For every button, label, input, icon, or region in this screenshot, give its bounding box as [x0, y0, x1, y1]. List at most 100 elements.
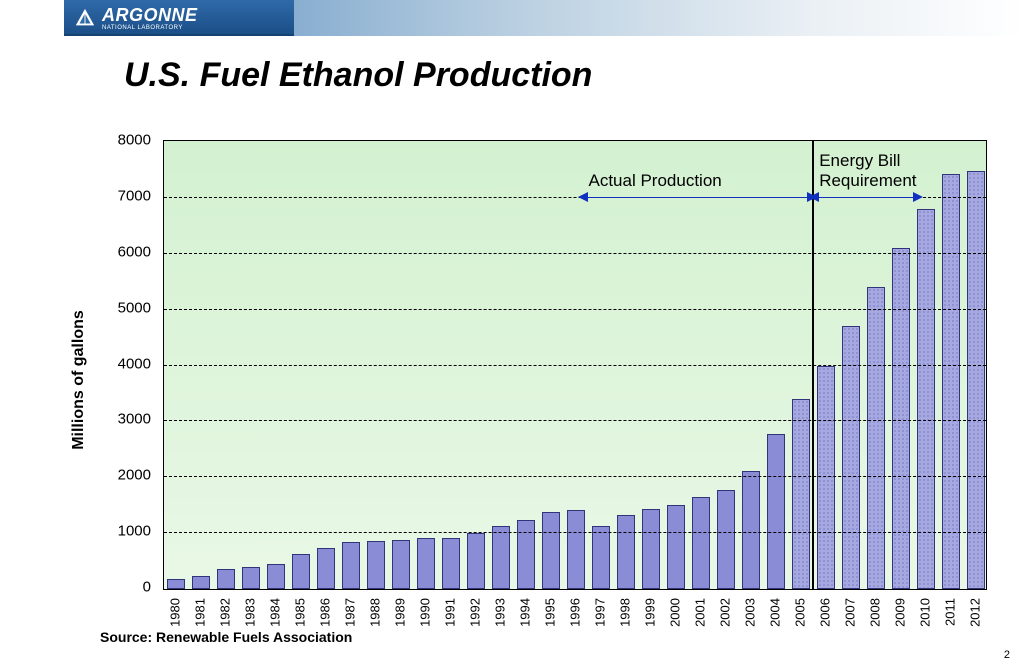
- bar: [417, 538, 435, 589]
- bar: [567, 510, 585, 589]
- bar: [692, 497, 710, 589]
- x-tick-label: 1994: [518, 598, 533, 627]
- bar: [867, 287, 885, 589]
- annotation-projected: Energy BillRequirement: [819, 151, 916, 191]
- bar: [217, 569, 235, 589]
- x-tick-label: 2003: [742, 598, 757, 627]
- page-title: U.S. Fuel Ethanol Production: [124, 56, 1024, 95]
- x-tick-label: 1981: [193, 598, 208, 627]
- annotation-actual: Actual Production: [588, 171, 721, 191]
- x-tick-label: 2007: [842, 598, 857, 627]
- x-tick-label: 1983: [243, 598, 258, 627]
- arrowhead-icon: [809, 192, 819, 202]
- x-tick-label: 1986: [318, 598, 333, 627]
- bar: [817, 366, 835, 590]
- bar: [317, 548, 335, 589]
- bar: [892, 248, 910, 589]
- arrow-actual: [588, 197, 807, 198]
- bar: [767, 434, 785, 589]
- x-tick-label: 1988: [368, 598, 383, 627]
- x-tick-label: 1982: [218, 598, 233, 627]
- y-tick-label: 4000: [118, 355, 151, 372]
- x-tick-label: 1998: [617, 598, 632, 627]
- y-tick-label: 6000: [118, 243, 151, 260]
- x-tick-label: 2004: [767, 598, 782, 627]
- bar: [167, 579, 185, 589]
- x-tick-label: 2001: [692, 598, 707, 627]
- bar: [517, 520, 535, 589]
- y-tick-column: 010002000300040005000600070008000: [107, 130, 157, 590]
- y-tick-label: 7000: [118, 187, 151, 204]
- bar: [367, 541, 385, 589]
- x-tick-label: 1999: [642, 598, 657, 627]
- bar: [267, 564, 285, 589]
- source-text: Source: Renewable Fuels Association: [100, 629, 352, 645]
- x-tick-label: 2005: [792, 598, 807, 627]
- bar: [742, 471, 760, 589]
- brand-main: ARGONNE: [102, 6, 198, 24]
- x-tick-label: 2006: [817, 598, 832, 627]
- bar: [717, 490, 735, 589]
- gridline: [164, 420, 986, 421]
- gridline: [164, 365, 986, 366]
- header-banner: ARGONNE NATIONAL LABORATORY: [0, 0, 1024, 46]
- brand-sub: NATIONAL LABORATORY: [102, 25, 198, 31]
- gridline: [164, 532, 986, 533]
- x-tick-label: 2000: [667, 598, 682, 627]
- bar: [642, 509, 660, 589]
- x-tick-label: 2002: [717, 598, 732, 627]
- y-tick-label: 1000: [118, 523, 151, 540]
- x-labels-row: 1980 1981 1982 1983 1984 1985 1986 1987 1988 1989…: [163, 594, 987, 654]
- y-axis-label: Millions of gallons: [70, 310, 88, 450]
- y-tick-label: 0: [143, 579, 151, 596]
- bar: [942, 174, 960, 589]
- x-tick-label: 1990: [418, 598, 433, 627]
- bar: [967, 171, 985, 589]
- bar: [842, 326, 860, 589]
- gridline: [164, 253, 986, 254]
- page-number: 2: [1004, 649, 1010, 661]
- y-tick-label: 2000: [118, 467, 151, 484]
- plot-area: Actual Production Energy BillRequirement: [163, 140, 987, 590]
- bar: [792, 399, 810, 589]
- gridline: [164, 476, 986, 477]
- x-tick-label: 2008: [867, 598, 882, 627]
- bar: [542, 512, 560, 589]
- bar: [592, 526, 610, 589]
- bar: [242, 567, 260, 589]
- arrow-projected: [819, 197, 913, 198]
- bar: [442, 538, 460, 589]
- argonne-triangle-icon: [74, 7, 96, 29]
- x-tick-label: 1997: [592, 598, 607, 627]
- x-tick-label: 1991: [443, 598, 458, 627]
- y-tick-label: 3000: [118, 411, 151, 428]
- bar: [342, 542, 360, 589]
- plot-inner: Actual Production Energy BillRequirement: [164, 141, 986, 589]
- x-tick-label: 2009: [892, 598, 907, 627]
- bar: [392, 540, 410, 589]
- y-tick-label: 8000: [118, 132, 151, 149]
- bar: [492, 526, 510, 589]
- x-tick-label: 1989: [393, 598, 408, 627]
- x-tick-label: 2010: [917, 598, 932, 627]
- x-tick-label: 1992: [468, 598, 483, 627]
- x-tick-label: 1995: [543, 598, 558, 627]
- argonne-logo: ARGONNE NATIONAL LABORATORY: [64, 6, 198, 31]
- banner-brand-box: ARGONNE NATIONAL LABORATORY: [64, 0, 294, 36]
- arrowhead-icon: [913, 192, 923, 202]
- bar: [192, 576, 210, 589]
- arrowhead-icon: [578, 192, 588, 202]
- bar: [667, 505, 685, 589]
- section-divider: [812, 141, 814, 589]
- x-tick-label: 1993: [493, 598, 508, 627]
- argonne-text: ARGONNE NATIONAL LABORATORY: [102, 6, 198, 31]
- x-tick-label: 1985: [293, 598, 308, 627]
- y-tick-label: 5000: [118, 299, 151, 316]
- bar: [292, 554, 310, 589]
- gridline: [164, 309, 986, 310]
- x-tick-label: 1987: [343, 598, 358, 627]
- banner-gradient: [294, 0, 1024, 36]
- chart-container: Millions of gallons 01000200030004000500…: [85, 130, 987, 630]
- x-tick-label: 1984: [268, 598, 283, 627]
- x-tick-label: 1980: [168, 598, 183, 627]
